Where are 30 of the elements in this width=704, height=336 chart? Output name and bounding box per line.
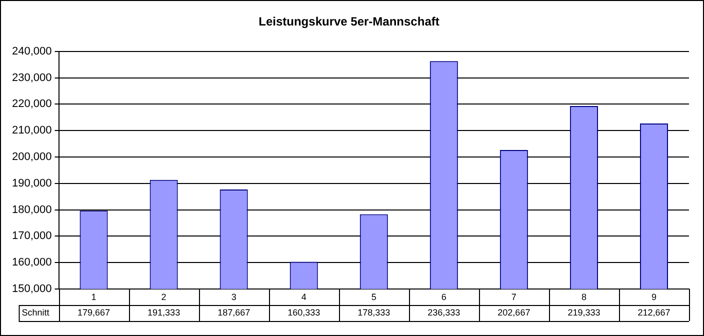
y-tick-label: 180,000 [12,204,52,216]
x-tick-label: 2 [161,292,166,302]
data-label: 202,667 [498,307,530,318]
data-label: 179,667 [78,307,110,318]
y-tick-label: 150,000 [12,283,52,296]
x-tick-label: 5 [371,292,376,302]
chart-title: Leistungskurve 5er-Mannschaft [258,14,440,29]
x-tick-label: 3 [231,292,236,302]
y-tick-label: 230,000 [12,72,52,84]
text: Schnitt [22,307,50,318]
y-tick-label: 190,000 [12,177,52,190]
y-tick-label: 170,000 [12,230,52,242]
x-tick-label: 6 [441,292,446,302]
data-label: 178,333 [358,307,390,318]
data-label: 219,333 [568,307,600,318]
data-label: 212,667 [638,307,670,318]
data-label: 191,333 [148,307,180,318]
y-tick-label: 160,000 [12,256,52,269]
y-tick-label: 240,000 [12,45,52,58]
x-tick-label: 8 [581,292,586,302]
data-label: 236,333 [428,307,460,318]
x-tick-label: 7 [511,292,516,302]
y-tick-label: 210,000 [12,124,52,137]
data-label: 160,333 [288,307,320,318]
x-tick-label: 9 [651,292,656,302]
data-label: 187,667 [218,307,250,318]
x-tick-label: 4 [301,292,306,302]
y-tick-label: 220,000 [12,98,52,110]
x-tick-label: 1 [91,292,96,302]
y-tick-label: 200,000 [12,151,52,164]
